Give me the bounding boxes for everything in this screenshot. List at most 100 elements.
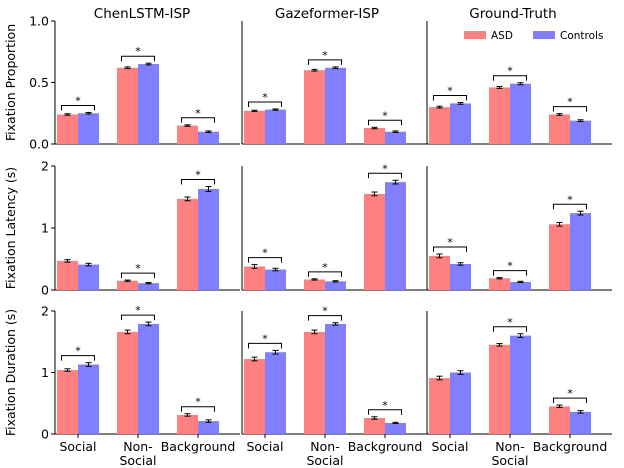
bar-controls [450,263,471,290]
y-tick-label: 1 [41,365,49,380]
bar-asd [549,224,570,290]
significance-star: * [195,168,201,181]
significance-bracket [553,203,587,210]
significance-bracket [553,106,587,112]
bar-controls [265,352,286,434]
bar-asd [117,67,138,144]
significance-star: * [262,332,268,345]
panel-r1-c2: * * * [426,166,612,291]
bar-asd [364,418,385,434]
bar-controls [570,120,591,144]
significance-bracket [308,315,342,321]
bar-controls [510,281,531,290]
bar-controls [325,67,346,144]
significance-bracket [553,397,587,404]
y-tick-label: 1 [41,221,49,236]
bar-controls [385,131,406,144]
significance-star: * [195,107,201,120]
x-tick-label: Background [161,439,236,454]
bar-asd [489,278,510,290]
significance-star: * [75,345,81,358]
significance-bracket [248,257,282,263]
column-title-ground-truth: Ground-Truth [469,6,557,22]
significance-star: * [195,396,201,409]
bar-controls [510,83,531,144]
panels: Fixation Proportion 0.0 0.5 1.0 * * * * * * * * * Fix… [3,14,612,468]
significance-star: * [382,399,388,412]
bar-asd [57,370,78,434]
bar-asd [429,255,450,290]
significance-bracket [368,172,402,179]
x-tick-label: Social [306,453,343,468]
x-tick-label: Social [491,453,528,468]
panel-r1-c1: * * * [241,162,427,291]
y-axis-label-fixation-latency-s: Fixation Latency (s) [3,167,18,289]
x-tick-label: Non- [495,439,524,454]
y-tick-label: 2 [41,159,49,174]
x-tick-label: Social [59,439,96,454]
x-tick-label: Background [348,439,423,454]
bar-controls [450,372,471,434]
significance-bracket [368,119,402,126]
bar-controls [78,113,99,144]
bar-asd [177,414,198,434]
significance-bracket [121,272,155,279]
significance-star: * [322,49,328,62]
significance-bracket [181,178,215,185]
bar-asd [177,125,198,144]
y-tick-label: 0.5 [29,75,49,90]
significance-bracket [493,270,527,276]
bar-controls [265,269,286,290]
panel-r0-c2: * * * [426,21,612,145]
panel-r1-c0: 0 1 2 * * [41,159,240,298]
bar-asd [117,280,138,290]
bar-controls [570,411,591,434]
bar-asd [549,406,570,434]
y-axis-label-fixation-proportion: Fixation Proportion [3,24,18,141]
x-tick-label: Social [119,453,156,468]
significance-star: * [135,45,141,58]
bar-controls [325,323,346,434]
bar-controls [450,103,471,144]
significance-star: * [567,193,573,206]
bar-controls [570,213,591,290]
panel-r2-c2: Social*Non-Social*Background [426,311,612,468]
x-tick-label: Background [533,439,608,454]
bar-controls [138,283,159,290]
bar-asd [364,128,385,144]
bar-asd [549,114,570,144]
significance-bracket [181,117,215,123]
x-tick-label: Social [246,439,283,454]
significance-bracket [433,246,467,253]
significance-star: * [75,95,81,108]
y-tick-label: 2 [41,304,49,319]
significance-star: * [135,262,141,275]
significance-star: * [447,85,453,98]
significance-star: * [382,109,388,122]
bar-asd [304,70,325,144]
significance-bracket [61,355,95,361]
significance-star: * [507,65,513,78]
significance-bracket [61,105,95,111]
bar-controls [138,323,159,434]
bar-asd [177,198,198,290]
bar-asd [117,331,138,434]
significance-star: * [262,247,268,260]
y-tick-label: 0.0 [29,137,49,152]
column-titles: ChenLSTM-ISP Gazeformer-ISP Ground-Truth [94,6,557,22]
bar-controls [198,421,219,434]
bar-controls [78,364,99,434]
bar-asd [364,193,385,290]
y-tick-label: 0 [41,427,49,442]
column-title-gazeformer: Gazeformer-ISP [275,6,379,22]
bar-controls [198,131,219,144]
significance-star: * [507,260,513,273]
significance-bracket [308,271,342,277]
significance-bracket [433,95,467,101]
y-axis-label-fixation-duration-s: Fixation Duration (s) [3,309,18,436]
bar-asd [304,279,325,290]
y-tick-label: 0 [41,283,49,298]
bar-controls [78,264,99,290]
bar-asd [489,87,510,144]
